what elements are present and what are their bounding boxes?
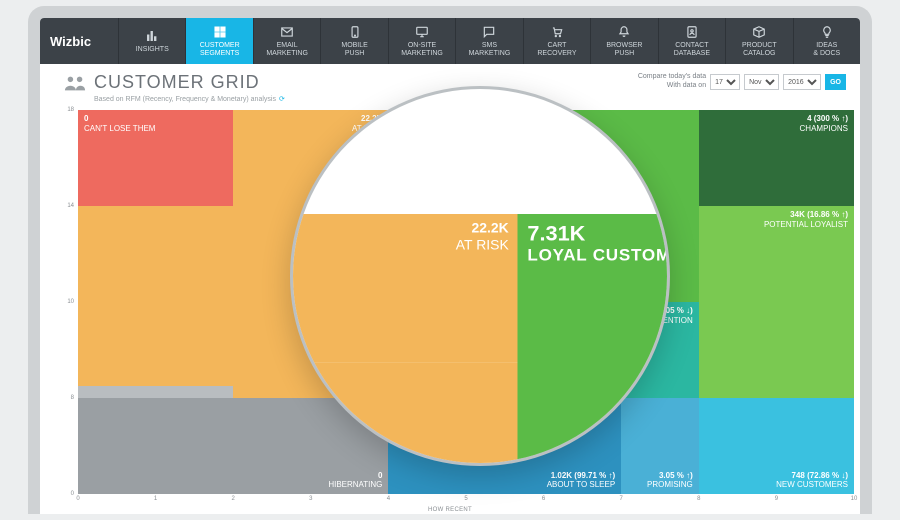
segment-value: 7.31K [527, 220, 670, 246]
segment-value: 0 [84, 114, 155, 124]
nav-sms-marketing[interactable]: SMSMARKETING [455, 18, 522, 64]
compare-label-2: With data on [638, 81, 706, 90]
segment-value: 34K (16.86 % ↑) [764, 210, 848, 220]
nav-product-catalog[interactable]: PRODUCTCATALOG [725, 18, 792, 64]
y-tick: 18 [67, 107, 74, 113]
x-tick: 3 [309, 496, 312, 502]
x-axis-ticks: 012345678910 [78, 496, 854, 506]
nav-on-site-marketing[interactable]: ON-SITEMARKETING [388, 18, 455, 64]
brand-logo[interactable]: Wizbic [40, 18, 118, 64]
box-icon [752, 25, 766, 39]
segment-champions[interactable]: 4 (300 % ↑)CHAMPIONS [699, 110, 854, 206]
y-tick: 14 [67, 203, 74, 209]
segment-cant-lose[interactable]: 0CAN'T LOSE THEM [78, 110, 233, 206]
segment-new[interactable]: 748 (72.86 % ↓)NEW CUSTOMERS [699, 398, 854, 494]
customers-icon [64, 72, 86, 99]
nav-cart-recovery[interactable]: CARTRECOVERY [523, 18, 590, 64]
segment-name: POTENTIAL LOYALIST [764, 220, 848, 230]
segment-loyal[interactable]: 7.31KLOYAL CUSTOMERS [518, 214, 670, 466]
nav-mobile-push[interactable]: MOBILEPUSH [320, 18, 387, 64]
segment-name: PROMISING [647, 480, 693, 490]
nav-insights[interactable]: INSIGHTS [118, 18, 185, 64]
chat-icon [482, 25, 496, 39]
segment-name: LOYAL CUSTOMERS [527, 246, 670, 266]
segment-name: AT RISK [455, 237, 508, 254]
segment-value: 0 [328, 471, 382, 481]
contacts-icon [685, 25, 699, 39]
grid-icon [213, 25, 227, 39]
chart-icon [145, 29, 159, 43]
x-tick: 6 [542, 496, 545, 502]
nav-browser-push[interactable]: BROWSERPUSH [590, 18, 657, 64]
segment-grey-strip[interactable] [78, 386, 233, 398]
y-tick: 10 [67, 299, 74, 305]
y-tick: 8 [71, 395, 74, 401]
segment-name: HIBERNATING [328, 480, 382, 490]
x-tick: 1 [154, 496, 157, 502]
nav-contact-database[interactable]: CONTACTDATABASE [658, 18, 725, 64]
month-select[interactable]: Nov [744, 74, 779, 90]
x-tick: 7 [620, 496, 623, 502]
segment-value: 1.02K (99.71 % ↑) [547, 471, 615, 481]
page-subtitle: Based on RFM (Recency, Frequency & Monet… [94, 95, 285, 103]
x-tick: 5 [464, 496, 467, 502]
year-select[interactable]: 2016 [783, 74, 821, 90]
segment-name: NEW CUSTOMERS [776, 480, 848, 490]
segment-name: CHAMPIONS [800, 124, 848, 134]
x-axis-label: HOW RECENT [428, 507, 472, 513]
segment-orange-block[interactable] [290, 363, 518, 466]
monitor-icon [415, 25, 429, 39]
segment-value: 3.05 % ↑) [647, 471, 693, 481]
bulb-icon [820, 25, 834, 39]
cart-icon [550, 25, 564, 39]
day-select[interactable]: 17 [710, 74, 740, 90]
page-title: CUSTOMER GRID [94, 72, 285, 93]
compare-label-1: Compare today's data [638, 72, 706, 81]
nav-ideas-docs[interactable]: IDEAS& DOCS [793, 18, 860, 64]
mobile-icon [348, 25, 362, 39]
date-compare-control: Compare today's data With data on 17 Nov… [638, 72, 846, 90]
segment-value: 22.2K [455, 220, 508, 237]
x-tick: 2 [232, 496, 235, 502]
bell-icon [617, 25, 631, 39]
x-tick: 0 [76, 496, 79, 502]
mail-icon [280, 25, 294, 39]
x-tick: 4 [387, 496, 390, 502]
y-axis-ticks: 0 8 10 14 18 [60, 110, 76, 494]
x-tick: 10 [851, 496, 858, 502]
nav-email-marketing[interactable]: EMAILMARKETING [253, 18, 320, 64]
refresh-icon[interactable]: ⟳ [279, 96, 285, 103]
segment-at-risk[interactable]: 22.2KAT RISK [290, 214, 518, 363]
y-tick: 0 [71, 491, 74, 497]
segment-value: 4 (300 % ↑) [800, 114, 848, 124]
go-button[interactable]: GO [825, 74, 846, 90]
segment-value: 748 (72.86 % ↓) [776, 471, 848, 481]
x-tick: 8 [697, 496, 700, 502]
x-tick: 9 [775, 496, 778, 502]
segment-name: CAN'T LOSE THEM [84, 124, 155, 134]
segment-potential[interactable]: 34K (16.86 % ↑)POTENTIAL LOYALIST [699, 206, 854, 398]
magnifier-lens: 0CAN'T LOSE THEM22.2KAT RISK7.31KLOYAL C… [290, 86, 670, 466]
segment-name: ABOUT TO SLEEP [547, 480, 615, 490]
nav-customer-segments[interactable]: CUSTOMERSEGMENTS [185, 18, 252, 64]
top-nav: Wizbic INSIGHTSCUSTOMERSEGMENTSEMAILMARK… [40, 18, 860, 64]
